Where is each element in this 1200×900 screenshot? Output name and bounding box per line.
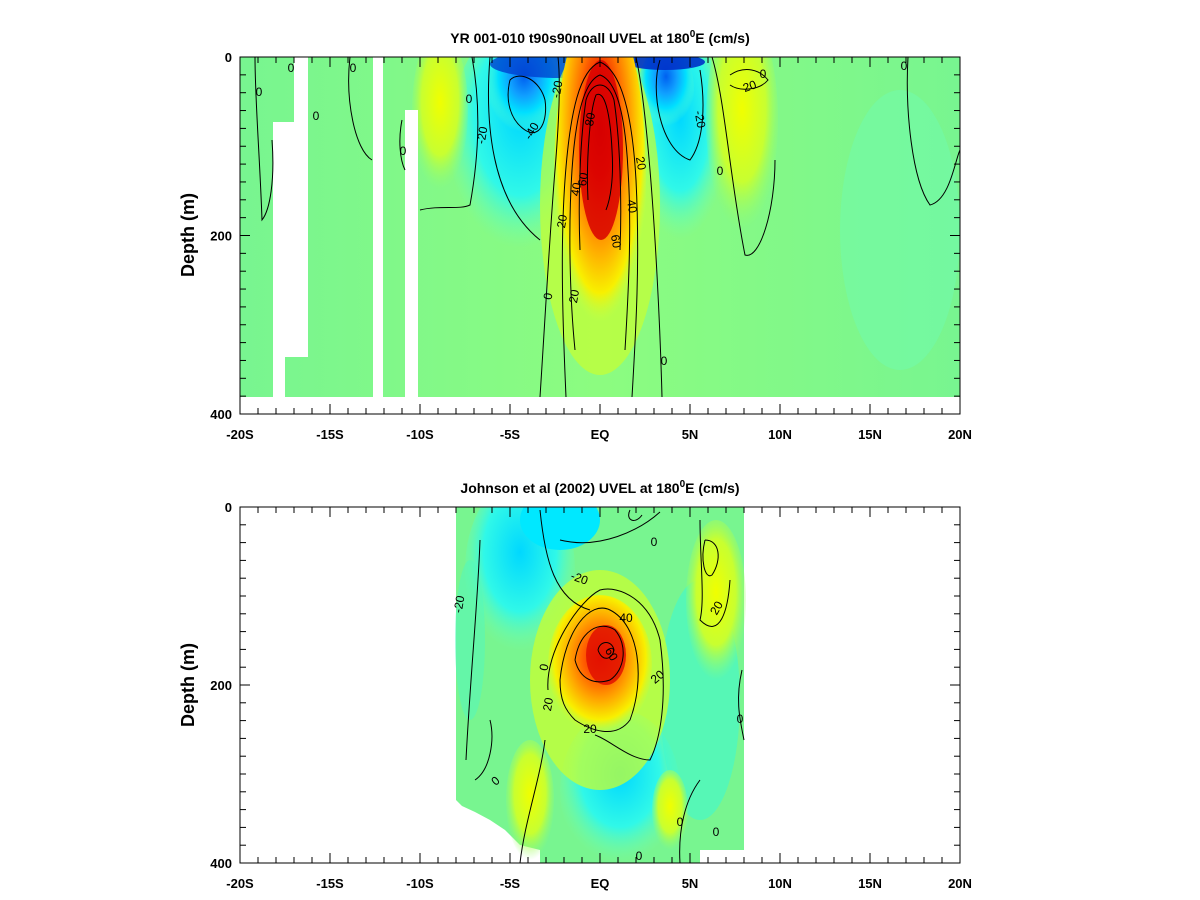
svg-text:0: 0 bbox=[901, 59, 908, 73]
svg-text:0: 0 bbox=[537, 662, 552, 671]
x-tick-label: -15S bbox=[316, 427, 344, 442]
x-tick-label: 20N bbox=[948, 876, 972, 891]
svg-text:0: 0 bbox=[760, 67, 767, 81]
svg-text:0: 0 bbox=[400, 144, 407, 158]
bottom-y-axis-label: Depth (m) bbox=[178, 643, 198, 727]
y-tick-label: 400 bbox=[210, 856, 232, 871]
svg-text:0: 0 bbox=[313, 109, 320, 123]
x-tick-label: -5S bbox=[500, 876, 521, 891]
svg-text:60: 60 bbox=[602, 645, 621, 664]
svg-text:0: 0 bbox=[541, 291, 556, 300]
x-tick-label: -10S bbox=[406, 876, 434, 891]
svg-text:20: 20 bbox=[554, 213, 570, 229]
svg-text:0: 0 bbox=[737, 712, 744, 726]
x-tick-label: EQ bbox=[591, 876, 610, 891]
x-tick-label: -5S bbox=[500, 427, 521, 442]
x-tick-label: 15N bbox=[858, 876, 882, 891]
bottom-tick-marks bbox=[239, 506, 961, 864]
top-title: YR 001-010 t90s90noall UVEL at 1800E (cm… bbox=[450, 29, 749, 46]
top-tick-marks bbox=[239, 56, 961, 415]
y-tick-label: 400 bbox=[210, 407, 232, 422]
svg-text:-20: -20 bbox=[569, 569, 590, 588]
x-tick-label: 5N bbox=[682, 876, 699, 891]
x-tick-label: 10N bbox=[768, 427, 792, 442]
y-tick-label: 0 bbox=[225, 50, 232, 65]
svg-text:40: 40 bbox=[619, 611, 633, 625]
x-tick-label: -10S bbox=[406, 427, 434, 442]
svg-text:40: 40 bbox=[568, 181, 584, 197]
svg-text:20: 20 bbox=[540, 696, 556, 712]
svg-text:60: 60 bbox=[575, 171, 591, 187]
svg-text:0: 0 bbox=[717, 164, 724, 178]
bottom-title: Johnson et al (2002) UVEL at 1800E (cm/s… bbox=[460, 479, 739, 496]
svg-text:0: 0 bbox=[256, 85, 263, 99]
x-tick-label: 5N bbox=[682, 427, 699, 442]
x-tick-label: EQ bbox=[591, 427, 610, 442]
y-tick-label: 200 bbox=[210, 229, 232, 244]
y-tick-label: 200 bbox=[210, 678, 232, 693]
x-tick-label: 20N bbox=[948, 427, 972, 442]
svg-text:-20: -20 bbox=[692, 110, 709, 130]
x-tick-label: -20S bbox=[226, 876, 254, 891]
bottom-heatmap: -20 -20 40 60 0 20 20 20 20 0 0 0 0 0 0 bbox=[451, 507, 746, 863]
svg-text:40: 40 bbox=[624, 199, 640, 215]
x-tick-label: -15S bbox=[316, 876, 344, 891]
svg-text:0: 0 bbox=[350, 61, 357, 75]
svg-text:20: 20 bbox=[707, 598, 726, 617]
svg-text:0: 0 bbox=[288, 61, 295, 75]
svg-text:-20: -20 bbox=[549, 79, 566, 99]
top-y-axis-label: Depth (m) bbox=[178, 193, 198, 277]
svg-text:-20: -20 bbox=[451, 594, 468, 614]
svg-text:80: 80 bbox=[582, 111, 598, 127]
x-tick-label: 10N bbox=[768, 876, 792, 891]
svg-text:20: 20 bbox=[566, 288, 582, 304]
top-heatmap: 0 20 20 40 60 80 40 20 60 0 -20 -40 -20 … bbox=[240, 57, 960, 397]
svg-text:20: 20 bbox=[741, 77, 759, 95]
y-tick-label: 0 bbox=[225, 500, 232, 515]
svg-text:0: 0 bbox=[636, 849, 643, 863]
x-tick-label: 15N bbox=[858, 427, 882, 442]
svg-text:0: 0 bbox=[677, 815, 684, 829]
x-tick-label: -20S bbox=[226, 427, 254, 442]
svg-text:0: 0 bbox=[651, 535, 658, 549]
svg-text:20: 20 bbox=[583, 722, 597, 736]
svg-text:20: 20 bbox=[633, 156, 649, 172]
svg-text:0: 0 bbox=[713, 825, 720, 839]
svg-text:-20: -20 bbox=[474, 125, 491, 145]
svg-text:60: 60 bbox=[608, 234, 624, 250]
svg-text:0: 0 bbox=[661, 354, 668, 368]
svg-text:0: 0 bbox=[466, 92, 473, 106]
